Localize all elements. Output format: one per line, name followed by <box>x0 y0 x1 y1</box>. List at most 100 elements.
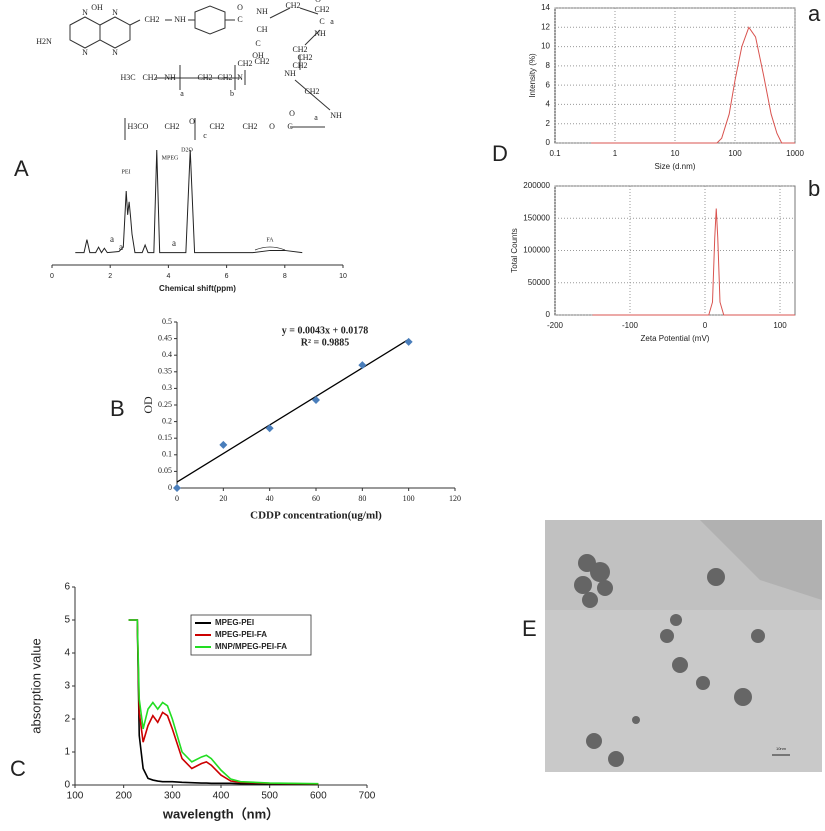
data-point <box>404 337 413 346</box>
x-tick-label: 0 <box>703 321 708 330</box>
y-tick-label: 2 <box>546 119 551 128</box>
x-axis-label: Chemical shift(ppm) <box>159 284 236 293</box>
y-tick-label: 2 <box>64 714 70 725</box>
x-tick-label: 100 <box>728 149 742 158</box>
y-tick-label: 0 <box>168 483 172 492</box>
y-tick-label: 0.25 <box>158 400 172 409</box>
x-tick-label: 100 <box>773 321 787 330</box>
y-tick-label: 5 <box>64 615 70 626</box>
structure-label: CH2 <box>144 15 159 24</box>
x-tick-label: 10 <box>339 273 347 280</box>
peak-label: a <box>110 234 114 244</box>
panel-sublabel: a <box>808 1 821 26</box>
x-tick-label: 40 <box>266 494 274 503</box>
x-tick-label: 300 <box>164 791 181 802</box>
structure-label: CH2 <box>292 61 307 70</box>
x-axis-label: wavelength（nm） <box>162 806 279 821</box>
x-tick-label: -100 <box>622 321 639 330</box>
structure-label: CH2 <box>209 122 224 131</box>
y-tick-label: 0.5 <box>162 317 172 326</box>
data-line <box>75 149 303 254</box>
peak-label: a <box>172 238 176 248</box>
x-tick-label: 2 <box>108 273 112 280</box>
structure-label: CH2 <box>164 122 179 131</box>
structure-label: CH <box>256 25 267 34</box>
x-tick-label: 0 <box>50 273 54 280</box>
y-axis-label: Intensity (%) <box>528 53 537 98</box>
fa-bracket <box>254 246 286 251</box>
x-tick-label: 500 <box>261 791 278 802</box>
y-tick-label: 150000 <box>523 213 550 222</box>
chart-1: B 0 20 40 60 80 100 120 0 0.05 0.1 0.15 0.2 0.25 0.3 0.… <box>110 317 461 522</box>
y-tick-label: 6 <box>546 80 551 89</box>
y-tick-label: 6 <box>64 582 70 593</box>
data-point <box>312 396 320 405</box>
x-tick-label: -200 <box>547 321 564 330</box>
structure-label: NH <box>330 111 342 120</box>
structure-label: O <box>315 0 321 4</box>
y-tick-label: 14 <box>541 3 550 12</box>
structure-label: CH2 <box>217 73 232 82</box>
structure-label: OH <box>252 51 264 60</box>
y-axis-label: absorption value <box>28 638 43 733</box>
structure-label: a <box>314 113 318 122</box>
y-tick-label: 0.15 <box>158 433 172 442</box>
x-tick-label: 120 <box>449 494 461 503</box>
structure-label: CH2 <box>237 59 252 68</box>
structure-label: CH2 <box>285 1 300 10</box>
structure-label: C <box>237 15 242 24</box>
structure-label: a <box>180 89 184 98</box>
y-tick-label: 1 <box>64 747 70 758</box>
y-tick-label: 200000 <box>523 181 550 190</box>
x-tick-label: 6 <box>225 273 229 280</box>
y-tick-label: 0 <box>64 780 70 791</box>
panel-label: A <box>14 156 29 181</box>
data-point <box>173 484 181 492</box>
data-line <box>591 26 795 144</box>
chart-2: C 100 200 300 400 500 600 700 0 1 2 3 4 5 6 wavelength（… <box>10 582 376 822</box>
trend-line <box>176 338 410 483</box>
x-tick-label: 1 <box>613 149 618 158</box>
fit-equation: y = 0.0043x + 0.0178 <box>282 325 368 336</box>
panel-label: E <box>522 616 537 641</box>
data-line <box>128 619 319 785</box>
structure-label: NH <box>164 73 176 82</box>
peak-label: PEI <box>122 169 131 175</box>
structure-label: O <box>289 109 295 118</box>
structure-label: CH2 <box>292 45 307 54</box>
y-axis-label: OD <box>141 396 155 414</box>
structure-label: O <box>189 117 195 126</box>
structure-label: C <box>319 17 324 26</box>
tem-image <box>545 520 822 772</box>
x-tick-label: 20 <box>219 494 227 503</box>
y-tick-label: 100000 <box>523 246 550 255</box>
y-tick-label: 0.2 <box>162 416 172 425</box>
x-axis-label: CDDP concentration(ug/ml) <box>250 510 382 522</box>
y-tick-label: 0.05 <box>158 466 172 475</box>
panel-sublabel: b <box>808 176 820 201</box>
x-axis-label: Zeta Potential (mV) <box>641 334 710 343</box>
legend-label: MNP/MPEG-PEI-FA <box>215 642 287 651</box>
peak-label: D2O <box>181 147 193 153</box>
x-tick-label: 0 <box>175 494 179 503</box>
data-line <box>592 208 795 316</box>
chart-5: E 10nm <box>522 616 787 751</box>
x-tick-label: 4 <box>166 273 170 280</box>
data-line <box>128 619 319 786</box>
y-tick-label: 0.3 <box>162 383 172 392</box>
structure-label: OH <box>91 3 103 12</box>
x-tick-label: 700 <box>359 791 376 802</box>
x-axis-label: Size (d.nm) <box>655 162 696 171</box>
x-tick-label: 200 <box>115 791 132 802</box>
structure-label: CH2 <box>197 73 212 82</box>
structure-label: N <box>112 48 118 57</box>
y-tick-label: 4 <box>546 100 551 109</box>
x-tick-label: 100 <box>403 494 415 503</box>
fit-r2: R² = 0.9885 <box>301 337 349 348</box>
data-point <box>265 424 274 433</box>
chart-3: Da 0.1 1 10 100 1000 0 2 4 6 8 10 12 14 Size (d.nm) Int… <box>492 1 821 171</box>
structure-label: CH2 <box>142 73 157 82</box>
structure-label: H2N <box>36 37 52 46</box>
x-tick-label: 8 <box>283 273 287 280</box>
y-tick-label: 0.4 <box>162 350 172 359</box>
